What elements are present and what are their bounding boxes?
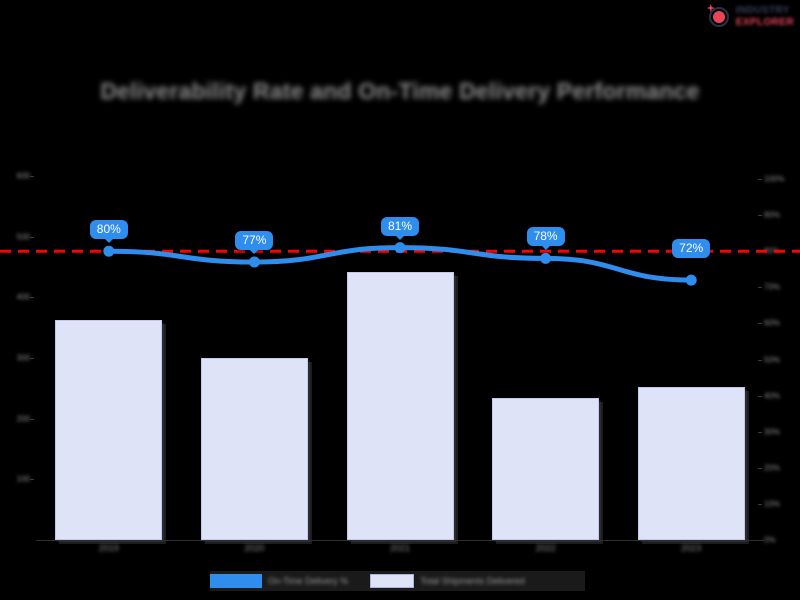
- y-axis-right: 100% 90% 80% 70% 60% 50% 40% 30% 20% 10% 0%: [758, 174, 800, 545]
- legend-item[interactable]: On-Time Delivery %: [210, 571, 348, 591]
- y-axis-right-tick: 0%: [764, 535, 776, 545]
- chart-legend: On-Time Delivery % Total Shipments Delive…: [210, 571, 585, 591]
- brand-logo: INDUSTRY EXPLORER: [706, 3, 794, 31]
- x-axis-label: 2021: [389, 543, 411, 553]
- y-axis-left-tickmark: [30, 236, 34, 238]
- data-label: 72%: [672, 239, 711, 259]
- bar[interactable]: [55, 320, 163, 540]
- y-axis-left-tick: 600: [16, 171, 30, 181]
- legend-item[interactable]: Total Shipments Delivered: [370, 571, 525, 591]
- y-axis-left: 600 500 400 300 200 100: [0, 172, 34, 540]
- data-label: 81%: [380, 216, 420, 240]
- plot-area: [36, 176, 764, 544]
- y-axis-right-tick: 50%: [764, 355, 781, 364]
- y-axis-right-tickmark: [758, 323, 762, 325]
- y-axis-left-tick: 100: [16, 474, 30, 484]
- x-axis-baseline: [36, 540, 764, 541]
- y-axis-right-tick: 70%: [764, 282, 781, 292]
- y-axis-left-tickmark: [30, 358, 34, 359]
- data-label: 77%: [235, 231, 274, 255]
- y-axis-right-tickmark: [758, 395, 762, 397]
- logo-text-line2: EXPLORER: [735, 17, 794, 28]
- y-axis-left-tick: 500: [16, 232, 30, 242]
- y-axis-right-tick: 40%: [764, 391, 781, 401]
- y-axis-right-tick: 60%: [764, 318, 781, 328]
- y-axis-right-tick: 10%: [764, 499, 781, 509]
- legend-swatch: [210, 574, 262, 588]
- y-axis-left-tick: 300: [16, 353, 30, 363]
- y-axis-left-tick: 200: [16, 414, 30, 424]
- legend-swatch: [370, 574, 415, 588]
- y-axis-right-tick: 90%: [764, 210, 781, 220]
- y-axis-right-tickmark: [758, 431, 762, 433]
- y-axis-right-tick: 100%: [764, 174, 785, 184]
- y-axis-right-tickmark: [758, 359, 762, 361]
- y-axis-right-tickmark: [758, 287, 762, 289]
- x-axis-label: 2020: [244, 543, 265, 553]
- y-axis-left-tickmark: [30, 297, 34, 299]
- y-axis-right-tick: 30%: [764, 427, 781, 437]
- y-axis-right-tick: 20%: [764, 463, 781, 473]
- legend-label: Total Shipments Delivered: [420, 576, 525, 586]
- y-axis-right-tickmark: [758, 215, 762, 217]
- x-axis-label: 2022: [535, 543, 556, 553]
- y-axis-right-tickmark: [758, 179, 762, 180]
- y-axis-right-tick: 80%: [764, 246, 781, 256]
- y-axis-left-tickmark: [30, 176, 34, 177]
- data-label: 78%: [526, 227, 565, 251]
- y-axis-left-tickmark: [30, 479, 34, 481]
- x-axis-label: 2019: [98, 543, 119, 553]
- x-axis-label: 2023: [681, 543, 702, 553]
- data-label: 80%: [89, 220, 128, 244]
- chart-title: Deliverability Rate and On-Time Delivery…: [100, 78, 700, 104]
- y-axis-right-tickmark: [758, 467, 762, 469]
- bar[interactable]: [637, 387, 745, 540]
- logo-mark-icon: [706, 4, 732, 30]
- bar[interactable]: [346, 271, 454, 540]
- logo-text-line1: INDUSTRY: [735, 5, 790, 16]
- bar[interactable]: [492, 398, 600, 540]
- y-axis-right-tickmark: [758, 503, 762, 505]
- legend-label: On-Time Delivery %: [268, 576, 349, 586]
- y-axis-left-tick: 400: [16, 292, 30, 302]
- x-axis-labels: 2019 2020 2021 2022 2023: [36, 543, 764, 561]
- bar[interactable]: [200, 358, 308, 540]
- y-axis-left-tickmark: [30, 418, 34, 420]
